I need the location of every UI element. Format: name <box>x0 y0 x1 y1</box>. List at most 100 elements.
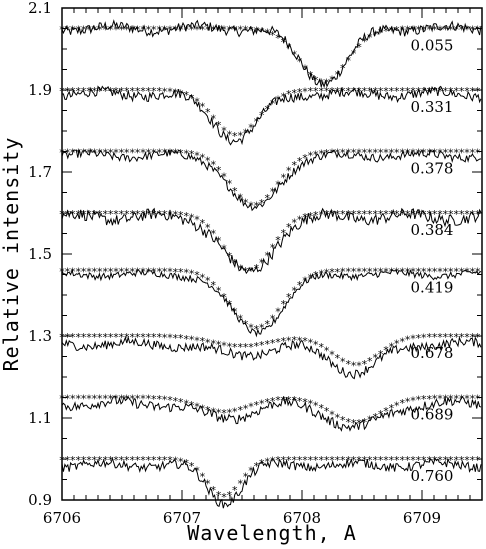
model-point: * <box>173 332 179 345</box>
model-point: * <box>443 393 449 406</box>
model-point: * <box>302 152 308 165</box>
model-point: * <box>140 24 146 37</box>
model-point: * <box>151 454 157 467</box>
model-point: * <box>178 332 184 345</box>
model-point: * <box>324 76 330 89</box>
model-point: * <box>275 305 281 318</box>
model-point: * <box>335 147 341 160</box>
model-point: * <box>129 85 135 98</box>
model-point: * <box>291 87 297 100</box>
model-point: * <box>254 262 260 275</box>
model-point: * <box>378 147 384 160</box>
model-point: * <box>189 92 195 105</box>
model-point: * <box>275 178 281 191</box>
model-point: * <box>227 128 233 141</box>
model-point: * <box>124 393 130 406</box>
y-axis-title: Relative intensity <box>0 137 23 372</box>
model-point: * <box>65 393 71 406</box>
model-point: * <box>448 85 454 98</box>
model-point: * <box>286 42 292 55</box>
model-point: * <box>254 460 260 473</box>
model-point: * <box>378 348 384 361</box>
model-point: * <box>389 147 395 160</box>
model-point: * <box>210 24 216 37</box>
model-point: * <box>167 86 173 99</box>
model-point: * <box>464 85 470 98</box>
phase-label: 0.689 <box>411 406 454 424</box>
model-point: * <box>416 332 422 345</box>
model-point: * <box>410 454 416 467</box>
model-point: * <box>108 147 114 160</box>
model-point: * <box>248 121 254 134</box>
model-point: * <box>291 284 297 297</box>
model-point: * <box>329 74 335 87</box>
model-point: * <box>405 265 411 278</box>
model-point: * <box>210 279 216 292</box>
model-point: * <box>426 24 432 37</box>
model-point: * <box>162 147 168 160</box>
model-point: * <box>470 85 476 98</box>
model-point: * <box>162 331 168 344</box>
model-point: * <box>124 331 130 344</box>
model-point: * <box>183 457 189 470</box>
model-point: * <box>437 24 443 37</box>
model-point: * <box>470 208 476 221</box>
model-point: * <box>335 352 341 365</box>
model-point: * <box>383 265 389 278</box>
model-point: * <box>86 24 92 37</box>
model-point: * <box>167 147 173 160</box>
model-point: * <box>102 24 108 37</box>
model-point: * <box>221 491 227 504</box>
model-point: * <box>194 96 200 109</box>
model-point: * <box>345 55 351 68</box>
model-point: * <box>189 333 195 346</box>
model-point: * <box>75 85 81 98</box>
model-point: * <box>448 331 454 344</box>
model-point: * <box>394 338 400 351</box>
model-point: * <box>416 454 422 467</box>
model-point: * <box>421 147 427 160</box>
model-point: * <box>383 344 389 357</box>
phase-label: 0.384 <box>411 221 454 239</box>
model-point: * <box>389 265 395 278</box>
model-point: * <box>448 147 454 160</box>
model-point: * <box>475 265 481 278</box>
model-point: * <box>140 331 146 344</box>
model-point: * <box>340 356 346 369</box>
model-point: * <box>140 208 146 221</box>
model-point: * <box>405 147 411 160</box>
model-point: * <box>432 265 438 278</box>
model-point: * <box>372 29 378 42</box>
model-point: * <box>443 454 449 467</box>
phase-label: 0.419 <box>411 278 454 296</box>
model-point: * <box>248 265 254 278</box>
model-point: * <box>297 454 303 467</box>
model-point: * <box>216 164 222 177</box>
model-point: * <box>362 85 368 98</box>
model-point: * <box>399 208 405 221</box>
model-point: * <box>216 284 222 297</box>
model-point: * <box>426 454 432 467</box>
model-point: * <box>340 62 346 75</box>
model-point: * <box>464 208 470 221</box>
model-point: * <box>254 323 260 336</box>
model-point: * <box>156 265 162 278</box>
model-point: * <box>308 210 314 223</box>
model-point: * <box>313 338 319 351</box>
model-point: * <box>313 148 319 161</box>
model-point: * <box>173 455 179 468</box>
model-point: * <box>351 208 357 221</box>
model-point: * <box>59 147 65 160</box>
model-point: * <box>421 208 427 221</box>
model-point: * <box>270 455 276 468</box>
model-point: * <box>227 24 233 37</box>
model-point: * <box>194 269 200 282</box>
model-point: * <box>108 331 114 344</box>
model-point: * <box>221 407 227 420</box>
model-point: * <box>108 265 114 278</box>
model-point: * <box>97 265 103 278</box>
model-point: * <box>426 265 432 278</box>
model-point: * <box>162 454 168 467</box>
model-point: * <box>65 265 71 278</box>
model-point: * <box>394 147 400 160</box>
